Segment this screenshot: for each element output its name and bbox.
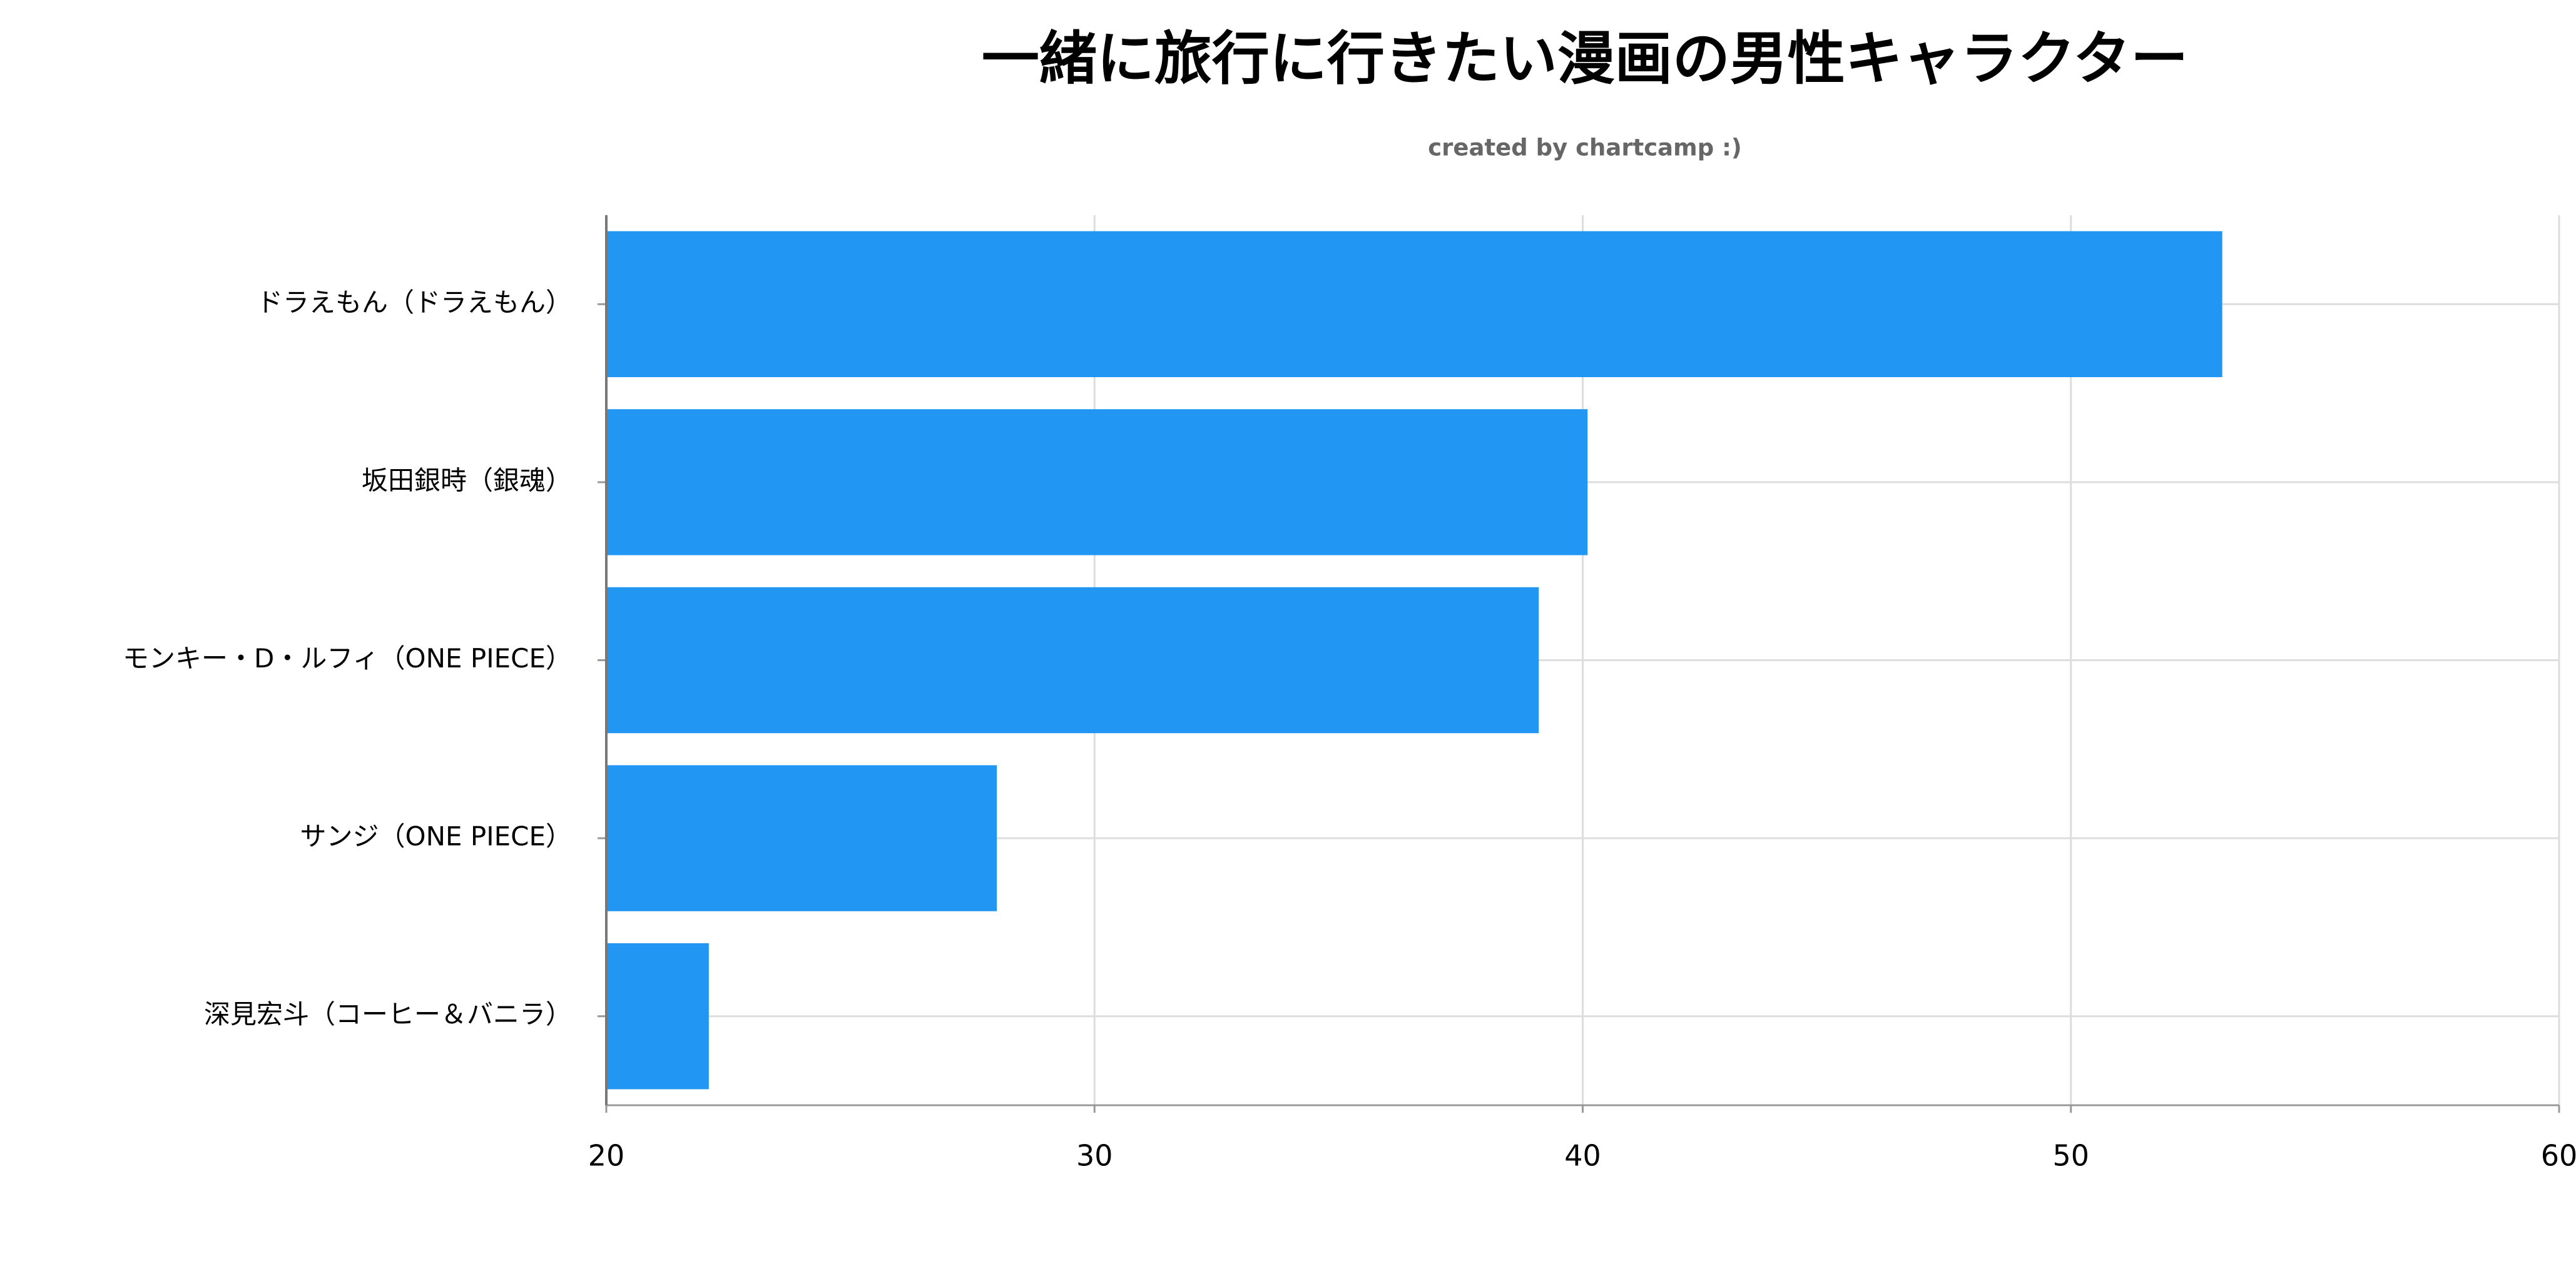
bar	[606, 587, 1539, 734]
chart-title: 一緒に旅行に行きたい漫画の男性キャラクター	[982, 25, 2188, 92]
bar	[606, 409, 1588, 555]
bar	[606, 765, 997, 911]
y-tick-label: ドラえもん（ドラえもん）	[257, 287, 572, 318]
y-tick-label: 深見宏斗（コーヒー＆バニラ）	[204, 999, 572, 1030]
x-tick-label: 20	[588, 1139, 625, 1173]
chart-subtitle: created by chartcamp :)	[1428, 134, 1742, 161]
y-tick-label: モンキー・D・ルフィ（ONE PIECE）	[123, 643, 572, 674]
x-tick-label: 40	[1564, 1139, 1601, 1173]
y-tick-label: 坂田銀時（銀魂）	[362, 465, 572, 495]
x-tick-label: 30	[1076, 1139, 1113, 1173]
bar	[606, 231, 2222, 377]
x-tick-label: 50	[2052, 1139, 2089, 1173]
y-tick-label: サンジ（ONE PIECE）	[300, 821, 572, 852]
bar	[606, 943, 709, 1090]
x-tick-label: 60	[2541, 1139, 2576, 1173]
